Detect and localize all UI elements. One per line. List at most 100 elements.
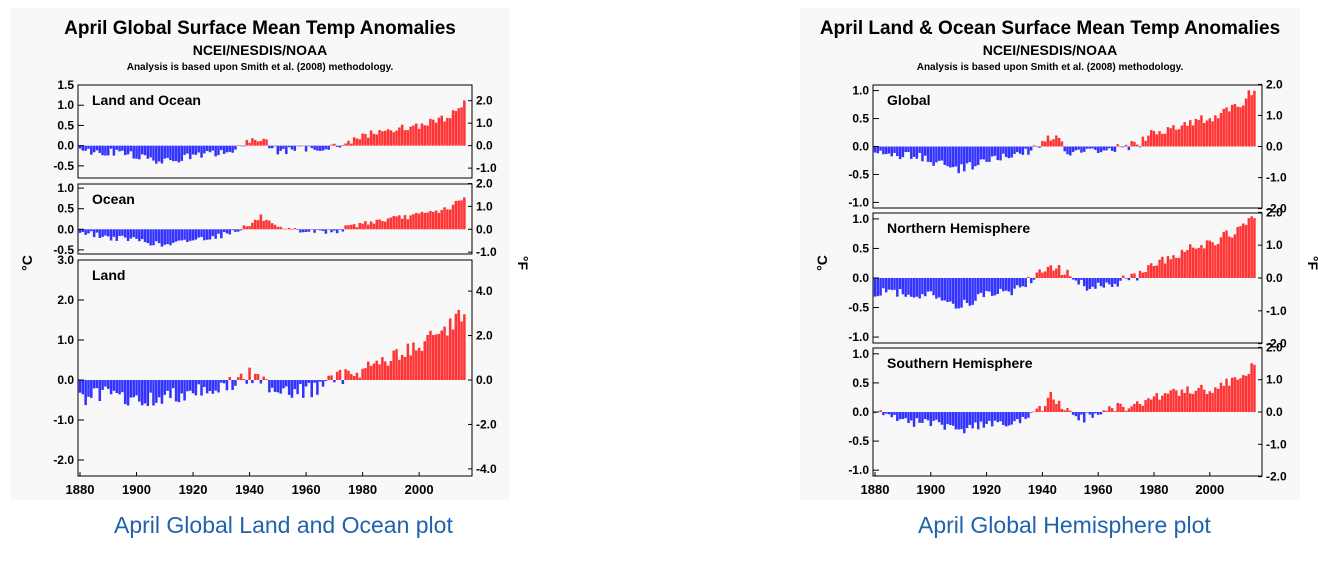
bar [1077,278,1080,285]
bar [92,229,96,238]
bar [225,229,229,234]
bar [236,145,240,146]
bar [138,229,141,242]
y2-tick-label: -2.0 [1266,202,1287,216]
bar [1041,411,1044,412]
bar [118,229,121,237]
bar [392,216,395,230]
bar [344,143,347,146]
bar [313,145,316,150]
caption-link[interactable]: April Global Hemisphere plot [918,512,1211,538]
bar [1130,273,1133,278]
panel-label: Global [887,92,931,108]
bar [92,380,96,389]
bar [251,222,254,230]
bar [999,412,1002,422]
chart-note: Analysis is based upon Smith et al. (200… [916,62,1184,73]
bar [1077,412,1080,421]
y-tick-label: 1.0 [57,181,74,195]
bar [1055,403,1058,412]
bar [1032,145,1036,147]
bar [101,380,104,390]
bar [211,229,215,237]
bar [943,412,946,430]
chart-panel: 1.0 0.5 0.0 -0.5 2.0 1.0 0.0 -1.0 Ocean [53,177,497,260]
bar [932,146,935,166]
bar [1197,247,1200,278]
bar [253,373,257,380]
y2-tick-label: -1.0 [1266,304,1287,318]
bar [1016,412,1019,420]
panel-label: Land [92,267,125,283]
bar [1021,412,1025,417]
bar [1219,113,1223,147]
bar [270,145,274,149]
bar [1108,406,1111,412]
bar [879,410,882,412]
bar [448,318,452,380]
bar [423,212,427,230]
bar [1116,402,1119,412]
bar [1197,387,1200,412]
bar [1049,140,1053,147]
bar [313,229,316,233]
bar [1004,278,1008,291]
bar [321,380,325,387]
bar [1063,146,1066,152]
bar [457,309,460,380]
caption-link[interactable]: April Global Land and Ocean plot [114,512,453,538]
y2-tick-label: 1.0 [476,116,493,130]
bar [1010,146,1013,158]
bar [1216,243,1220,278]
bar [398,215,401,230]
bar [1158,399,1161,412]
bar [143,229,147,243]
bar [937,278,941,298]
y2-tick-label: 2.0 [476,177,493,191]
bar [126,380,130,406]
chart-title: April Land & Ocean Surface Mean Temp Ano… [819,18,1281,39]
bar [890,146,893,157]
bar [457,108,460,146]
bar [907,278,910,295]
bar [1172,388,1175,412]
bar [361,133,364,146]
bar [974,146,977,167]
bar [1180,249,1184,278]
bar [321,229,325,231]
bar [923,278,927,297]
bar [338,229,342,230]
bar [1057,400,1061,412]
bar [1069,410,1072,412]
bar [1244,98,1248,147]
bar [104,145,107,156]
bar [901,412,905,420]
bar [1202,389,1206,412]
bar [316,145,319,151]
bar [403,215,407,230]
bar [1063,410,1066,412]
bar [276,226,280,230]
bar [194,380,198,396]
bar [1122,146,1125,148]
bar [446,335,449,380]
bar [78,229,82,233]
bar [1091,412,1094,418]
bar [1230,104,1234,147]
y-tick-label: -1.0 [848,463,869,477]
bar [1113,411,1117,412]
bar [1069,146,1072,156]
bar [369,130,373,146]
bar [90,145,93,155]
bar [220,380,223,383]
bar [1099,278,1103,287]
y2-tick-label: -1.0 [476,245,497,259]
bar [907,412,910,424]
bar [177,380,181,403]
bar [1136,278,1139,281]
bar [951,412,955,426]
bar [982,412,986,428]
bar [265,379,268,380]
bar [417,347,421,380]
bar [996,278,999,294]
